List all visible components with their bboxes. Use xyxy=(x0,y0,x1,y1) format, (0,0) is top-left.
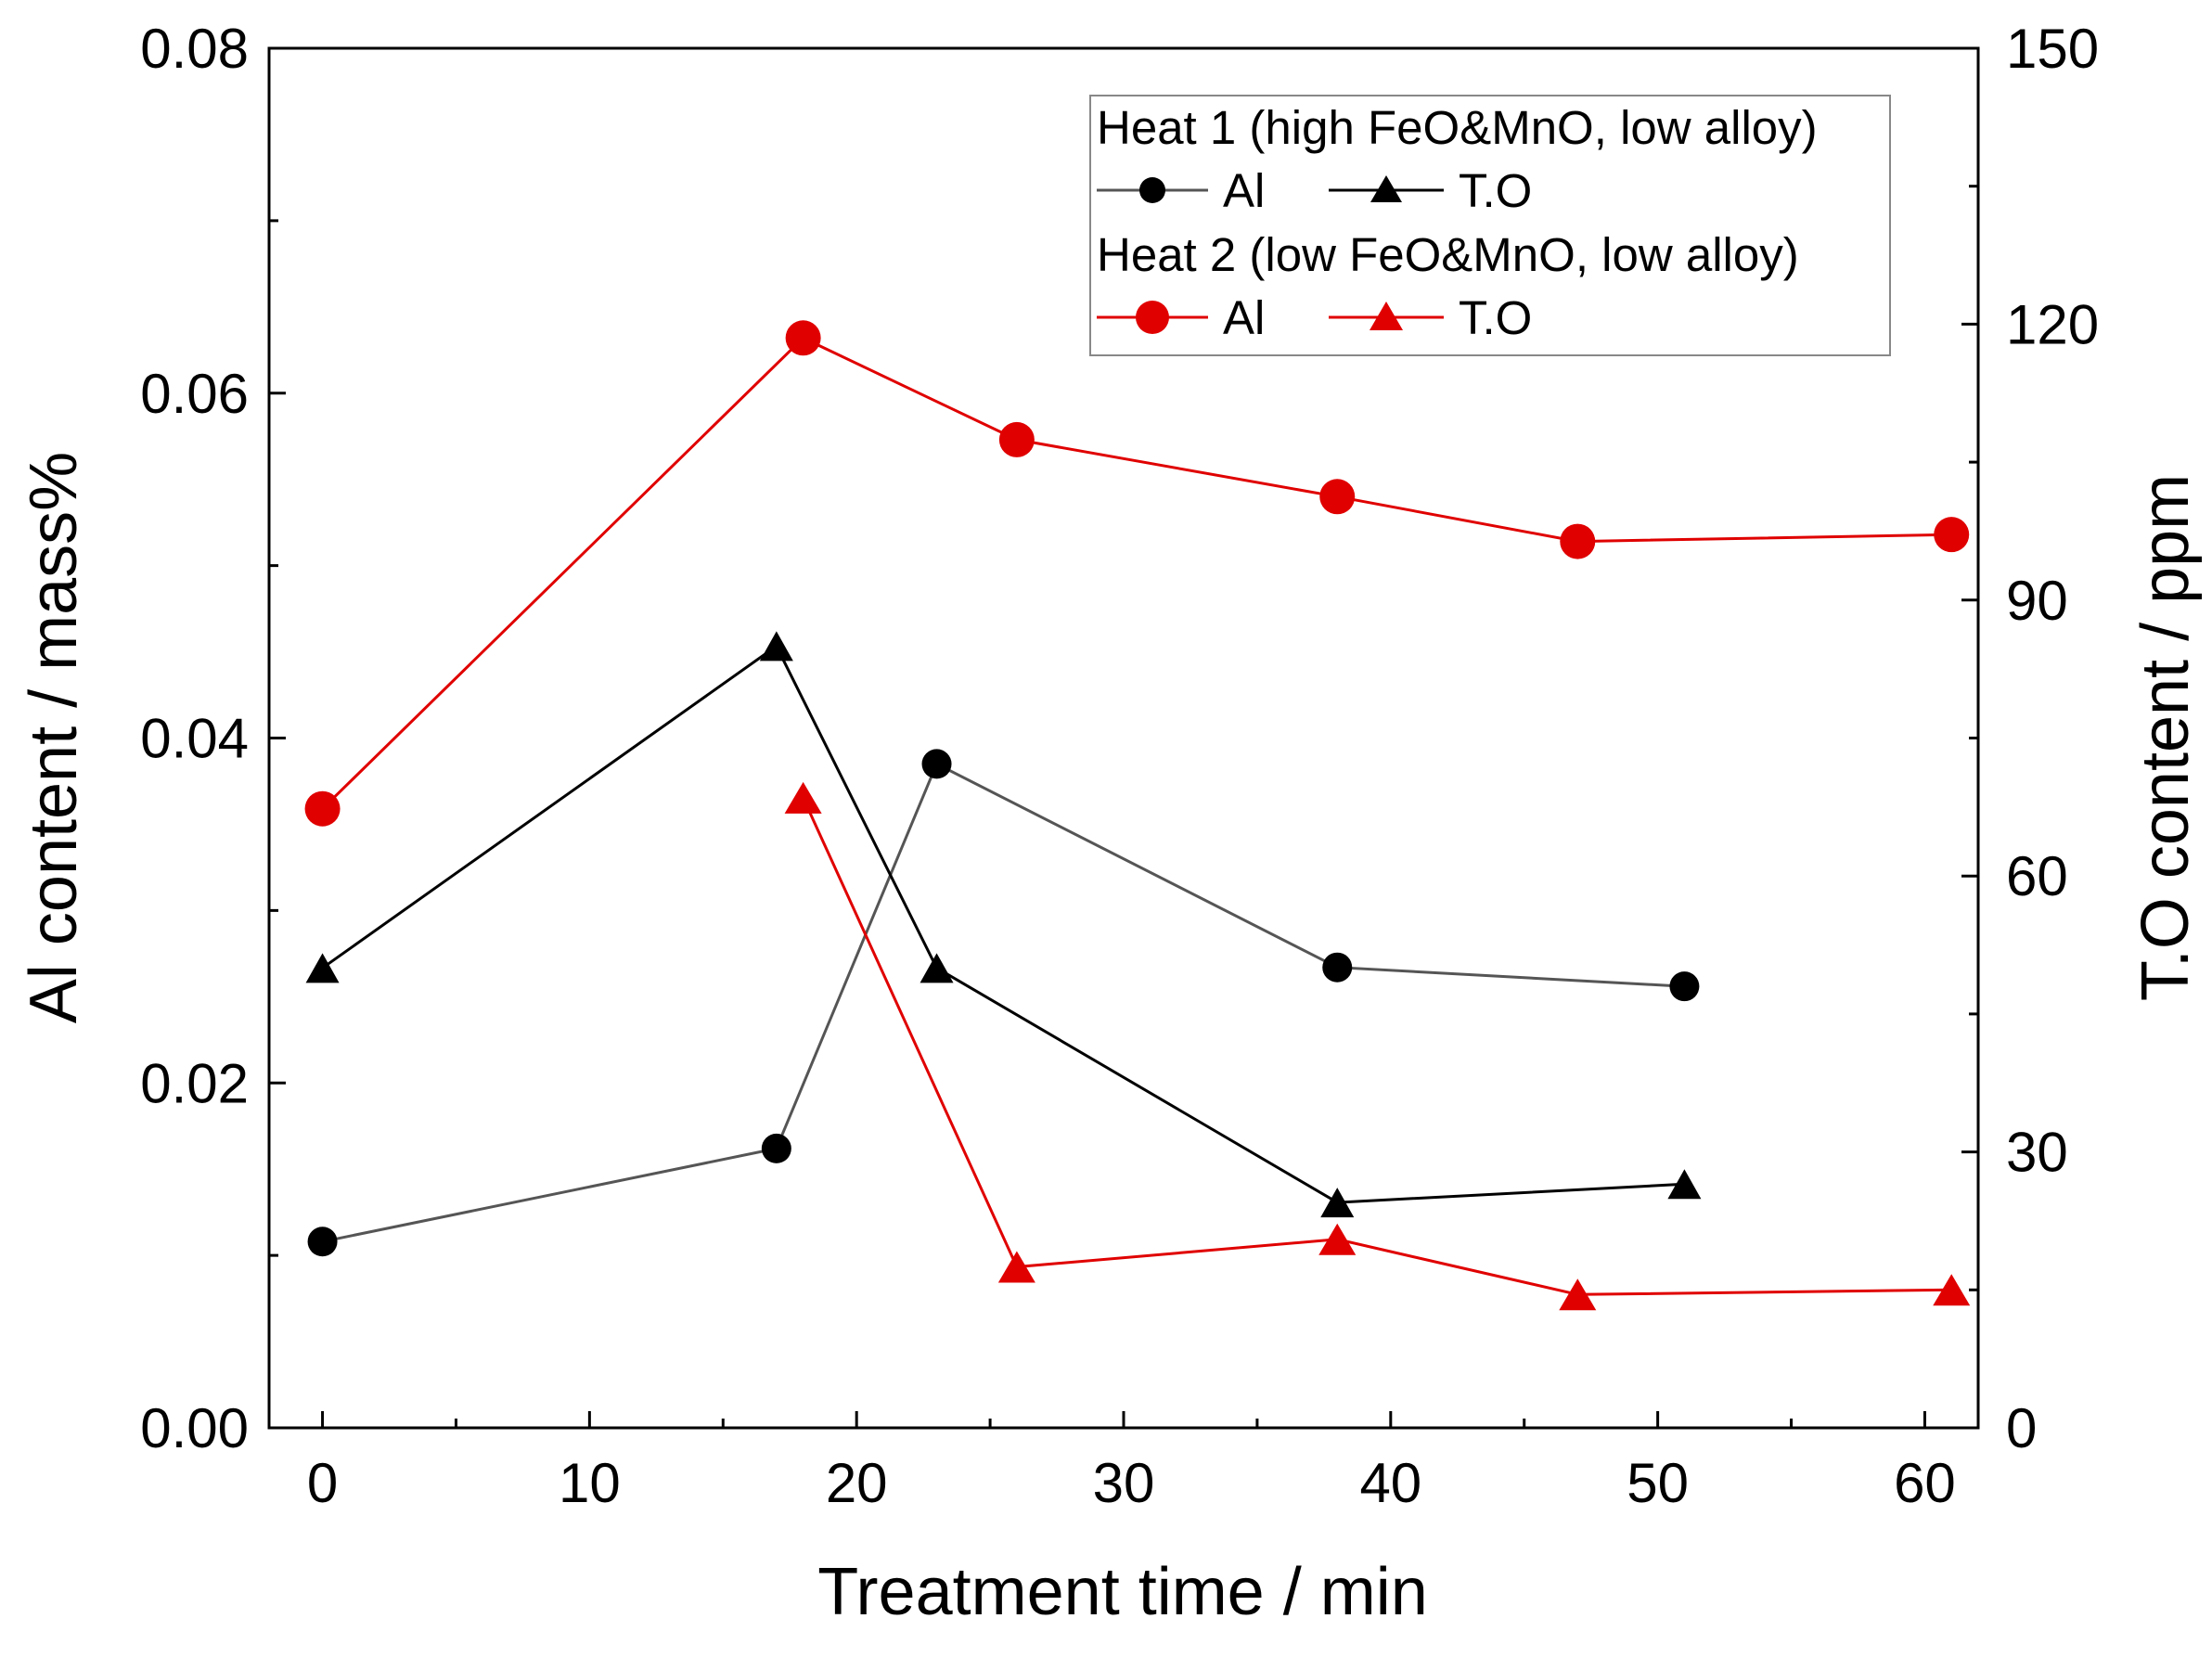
data-point-heat-1-t-o xyxy=(305,953,340,983)
legend-heading-heat2: Heat 2 (low FeO&MnO, low alloy) xyxy=(1097,228,1799,281)
data-point-heat-2-al xyxy=(1560,523,1596,559)
y-left-tick-label: 0.00 xyxy=(140,1397,249,1459)
y-right-tick-label: 150 xyxy=(2006,18,2099,80)
legend-label-heat2-al: Al xyxy=(1223,291,1265,344)
y-right-tick-label: 60 xyxy=(2006,845,2068,907)
series-layer xyxy=(304,320,1971,1311)
data-point-heat-2-t-o xyxy=(997,1251,1035,1283)
series-line-heat-1-al xyxy=(322,762,1685,1243)
x-tick-label: 20 xyxy=(826,1452,888,1514)
tick-labels-layer: 0 10 20 30 40 50 60 0.00 0.02 0.04 0.06 0.08 0 30 60 90… xyxy=(140,18,2099,1514)
data-point-heat-2-al xyxy=(304,790,341,827)
data-point-heat-1-al xyxy=(921,749,952,779)
y-right-tick-label: 90 xyxy=(2006,570,2068,632)
y-left-tick-label: 0.06 xyxy=(140,363,249,425)
y-left-tick-label: 0.08 xyxy=(140,18,249,80)
y-right-tick-label: 0 xyxy=(2006,1397,2037,1459)
legend-label-heat1-to: T.O xyxy=(1459,164,1532,217)
data-point-heat-1-al xyxy=(1322,952,1353,983)
data-point-heat-1-t-o xyxy=(1320,1188,1355,1218)
x-tick-label: 0 xyxy=(307,1452,338,1514)
legend-marker-heat2-al xyxy=(1136,301,1169,334)
x-tick-label: 50 xyxy=(1627,1452,1689,1514)
series-line-heat-2-t-o xyxy=(802,797,1952,1296)
data-point-heat-2-t-o xyxy=(1933,1274,1971,1306)
legend-marker-heat1-to xyxy=(1370,175,1402,202)
data-point-heat-1-al xyxy=(307,1227,338,1257)
data-point-heat-2-t-o xyxy=(1559,1278,1597,1311)
legend-marker-heat1-al xyxy=(1139,177,1165,203)
data-point-heat-2-al xyxy=(1319,479,1356,515)
legend-marker-heat2-to xyxy=(1370,302,1403,330)
y-axis-left-title: Al content / mass% xyxy=(17,452,91,1023)
series-line-heat-1-t-o xyxy=(321,644,1685,1204)
data-point-heat-1-al xyxy=(761,1133,791,1163)
legend: Heat 1 (high FeO&MnO, low alloy) Al T.O … xyxy=(1089,95,1891,356)
series-line-heat-2-al xyxy=(321,336,1952,810)
legend-label-heat2-to: T.O xyxy=(1459,291,1532,344)
ticks-layer xyxy=(269,46,1978,1430)
data-point-heat-1-t-o xyxy=(759,631,793,662)
data-point-heat-2-al xyxy=(785,320,821,356)
data-point-heat-1-t-o xyxy=(1667,1169,1702,1200)
y-axis-right-title: T.O content / ppm xyxy=(2128,474,2203,1001)
legend-box xyxy=(1089,95,1891,356)
data-point-heat-2-al xyxy=(1934,517,1970,553)
y-left-tick-label: 0.02 xyxy=(140,1052,249,1114)
y-right-tick-label: 120 xyxy=(2006,293,2099,355)
y-right-tick-label: 30 xyxy=(2006,1122,2068,1184)
data-point-heat-2-t-o xyxy=(784,781,822,814)
legend-label-heat1-al: Al xyxy=(1223,164,1265,217)
x-tick-label: 30 xyxy=(1093,1452,1155,1514)
x-axis-title: Treatment time / min xyxy=(817,1555,1428,1629)
legend-heading-heat1: Heat 1 (high FeO&MnO, low alloy) xyxy=(1097,101,1818,154)
y-left-tick-label: 0.04 xyxy=(140,708,249,770)
data-point-heat-1-al xyxy=(1669,971,1700,1002)
x-tick-label: 40 xyxy=(1359,1452,1421,1514)
data-point-heat-1-t-o xyxy=(920,953,954,983)
data-point-heat-2-al xyxy=(998,421,1035,457)
data-point-heat-2-t-o xyxy=(1318,1223,1357,1255)
x-tick-label: 60 xyxy=(1894,1452,1956,1514)
x-tick-label: 10 xyxy=(559,1452,621,1514)
